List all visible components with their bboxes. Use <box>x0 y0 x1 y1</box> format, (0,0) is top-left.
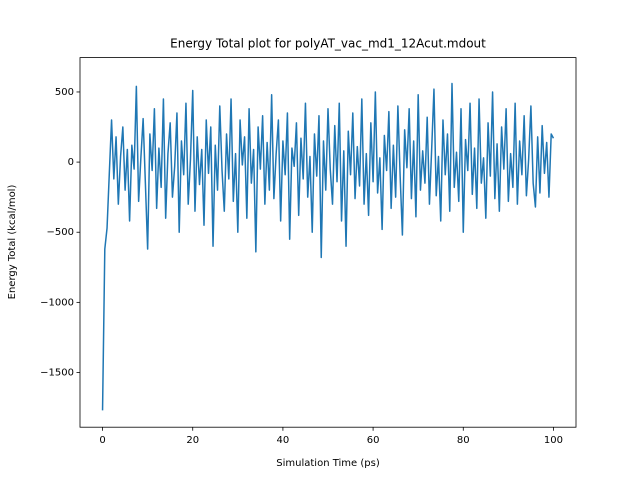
y-axis-label: Energy Total (kcal/mol) <box>7 185 18 300</box>
x-tick-label: 20 <box>186 435 199 446</box>
x-tick-label: 60 <box>367 435 380 446</box>
axes-frame <box>79 57 577 428</box>
chart-title: Energy Total plot for polyAT_vac_md1_12A… <box>170 37 486 51</box>
x-tick-label: 0 <box>99 435 105 446</box>
x-tick-label: 100 <box>544 435 563 446</box>
y-tick-label: 0 <box>68 157 74 168</box>
x-axis-label: Simulation Time (ps) <box>276 458 380 469</box>
y-tick-label: −500 <box>47 227 74 238</box>
y-tick-label: −1000 <box>40 297 74 308</box>
x-tick-label: 80 <box>457 435 470 446</box>
y-tick-label: −1500 <box>40 367 74 378</box>
y-tick-label: 500 <box>55 87 74 98</box>
data-line <box>101 82 555 411</box>
x-tick-label: 40 <box>277 435 290 446</box>
